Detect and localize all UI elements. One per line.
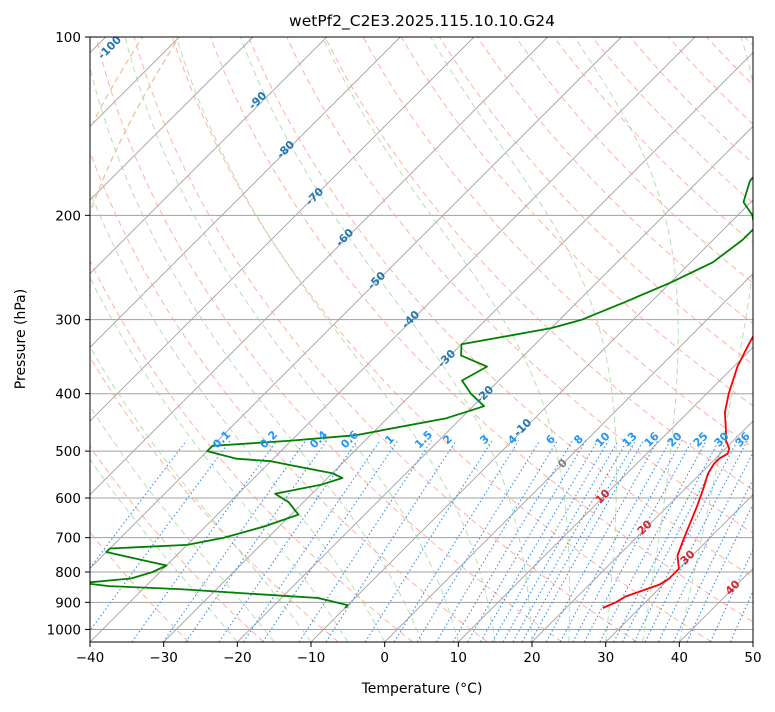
y-tick-label: 600 xyxy=(55,491,81,507)
y-tick-label: 900 xyxy=(55,595,81,611)
x-tick-label: 40 xyxy=(671,650,688,666)
y-tick-label: 1000 xyxy=(47,622,81,638)
x-tick-label: 30 xyxy=(597,650,614,666)
chart-title: wetPf2_C2E3.2025.115.10.10.G24 xyxy=(289,12,555,31)
x-axis-label: Temperature (°C) xyxy=(361,681,483,697)
y-tick-label: 500 xyxy=(55,444,81,460)
y-tick-label: 200 xyxy=(55,208,81,224)
y-tick-label: 100 xyxy=(55,30,81,46)
y-tick-label: 800 xyxy=(55,565,81,581)
x-tick-label: 10 xyxy=(450,650,467,666)
x-tick-label: 20 xyxy=(523,650,540,666)
y-axis-label: Pressure (hPa) xyxy=(13,289,29,389)
x-tick-label: −10 xyxy=(297,650,326,666)
x-tick-label: −30 xyxy=(149,650,178,666)
x-tick-label: −20 xyxy=(223,650,252,666)
x-tick-label: −40 xyxy=(76,650,105,666)
y-tick-label: 700 xyxy=(55,531,81,547)
x-tick-label: 0 xyxy=(380,650,389,666)
y-tick-label: 300 xyxy=(55,313,81,329)
x-tick-label: 50 xyxy=(744,650,761,666)
y-tick-label: 400 xyxy=(55,387,81,403)
